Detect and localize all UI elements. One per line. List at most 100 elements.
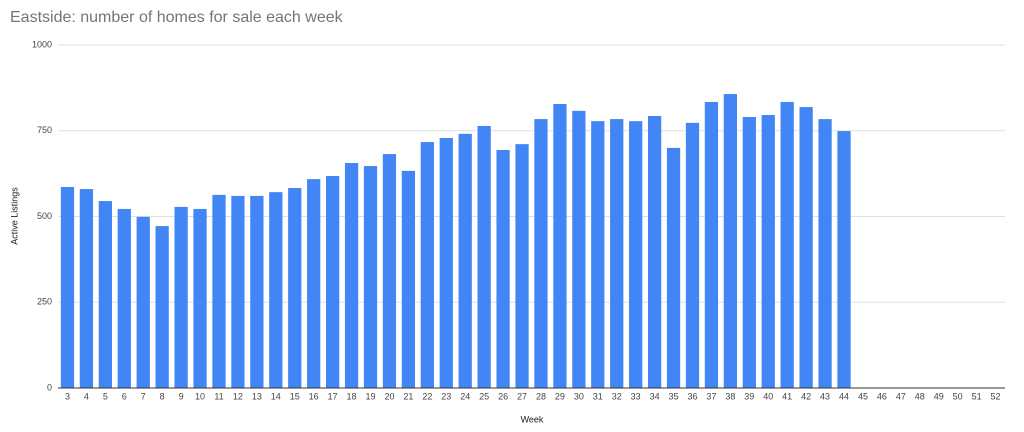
x-tick-label: 28 (536, 391, 546, 401)
x-tick-label: 40 (763, 391, 773, 401)
x-tick-label: 10 (195, 391, 205, 401)
bar (496, 149, 510, 388)
bar (420, 142, 434, 388)
x-tick-label: 34 (650, 391, 660, 401)
bar (174, 206, 188, 388)
x-tick-label: 52 (991, 391, 1001, 401)
x-tick-label: 32 (612, 391, 622, 401)
x-tick-label: 5 (103, 391, 108, 401)
chart-title: Eastside: number of homes for sale each … (10, 9, 344, 26)
x-tick-label: 43 (820, 391, 830, 401)
x-tick-label: 4 (84, 391, 89, 401)
x-tick-label: 50 (953, 391, 963, 401)
bar (629, 121, 643, 389)
x-tick-label: 9 (179, 391, 184, 401)
x-tick-label: 21 (403, 391, 413, 401)
bar (553, 103, 567, 388)
x-axis-label: Week (521, 414, 544, 424)
bar (136, 216, 150, 388)
bar (534, 119, 548, 388)
bar (193, 208, 207, 388)
bar (723, 94, 737, 388)
bar (401, 170, 416, 388)
bar (288, 188, 302, 388)
bar (98, 201, 112, 388)
bar (212, 194, 226, 388)
bar (307, 179, 321, 388)
bar (60, 187, 75, 388)
x-tick-label: 14 (271, 391, 281, 401)
bar (761, 114, 775, 389)
bar (610, 119, 624, 388)
x-tick-label: 33 (631, 391, 641, 401)
bar (742, 117, 756, 388)
x-tick-label: 12 (233, 391, 243, 401)
x-tick-label: 47 (896, 391, 906, 401)
x-tick-label: 3 (65, 391, 70, 401)
x-tick-label: 24 (460, 391, 470, 401)
x-tick-label: 22 (422, 391, 432, 401)
bar (666, 147, 681, 388)
bar (572, 110, 586, 388)
x-tick-label: 11 (214, 391, 223, 401)
y-tick-label: 1000 (32, 39, 52, 49)
bar (269, 192, 283, 388)
x-tick-label: 20 (384, 391, 394, 401)
x-tick-label: 41 (782, 391, 792, 401)
x-tick-label: 38 (725, 391, 735, 401)
bar (647, 116, 662, 388)
y-tick-label: 250 (37, 297, 52, 307)
bar (439, 137, 453, 388)
x-tick-label: 36 (687, 391, 697, 401)
x-tick-label: 17 (328, 391, 338, 401)
bar (363, 166, 378, 388)
bar (780, 101, 794, 389)
x-tick-label: 31 (593, 391, 603, 401)
x-tick-label: 51 (972, 391, 982, 401)
x-tick-label: 39 (744, 391, 754, 401)
x-tick-label: 15 (290, 391, 300, 401)
x-tick-label: 45 (858, 391, 868, 401)
bar (477, 125, 491, 388)
x-tick-label: 37 (706, 391, 716, 401)
x-tick-label: 46 (877, 391, 887, 401)
bar (818, 119, 832, 388)
bar (155, 226, 169, 388)
x-tick-label: 6 (122, 391, 127, 401)
x-tick-label: 49 (934, 391, 944, 401)
x-tick-label: 7 (141, 391, 146, 401)
x-tick-label: 48 (915, 391, 925, 401)
x-tick-label: 29 (555, 391, 565, 401)
bar (117, 208, 131, 388)
bar (250, 195, 264, 388)
x-tick-label: 13 (252, 391, 262, 401)
bar (799, 107, 813, 388)
y-tick-label: 0 (47, 382, 52, 392)
y-tick-label: 500 (37, 211, 52, 221)
y-axis-label: Active Listings (9, 187, 19, 245)
bar (458, 133, 472, 388)
x-tick-label: 44 (839, 391, 849, 401)
bar (344, 162, 359, 388)
x-tick-label: 26 (498, 391, 508, 401)
x-tick-label: 25 (479, 391, 489, 401)
bar (515, 144, 529, 388)
bar (685, 122, 700, 389)
bar (704, 101, 719, 389)
x-tick-label: 8 (160, 391, 165, 401)
x-tick-label: 42 (801, 391, 811, 401)
x-tick-label: 18 (347, 391, 357, 401)
x-tick-label: 30 (574, 391, 584, 401)
bar (326, 176, 340, 388)
x-tick-label: 23 (441, 391, 451, 401)
x-tick-label: 16 (309, 391, 319, 401)
x-tick-label: 35 (669, 391, 679, 401)
bar (79, 189, 94, 388)
bar (231, 195, 245, 388)
bar (591, 121, 605, 389)
bar (382, 154, 397, 388)
y-tick-label: 750 (37, 125, 52, 135)
x-tick-label: 27 (517, 391, 527, 401)
bar (837, 131, 851, 388)
